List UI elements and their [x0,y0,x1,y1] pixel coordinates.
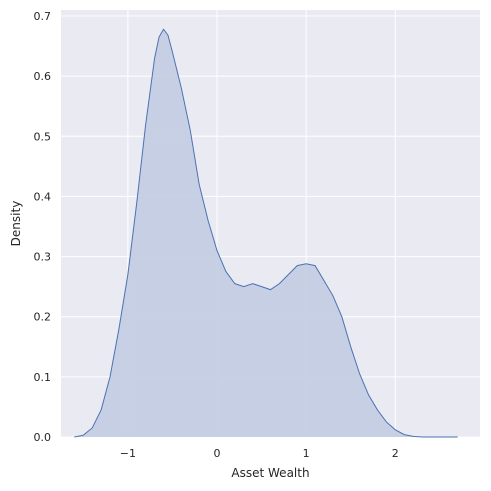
y-tick-label: 0.7 [34,10,52,23]
density-line [74,28,458,438]
x-tick-label: 0 [214,447,221,460]
y-tick-label: 0.2 [34,311,52,324]
y-tick-label: 0.0 [34,431,52,444]
y-tick-label: 0.4 [34,190,52,203]
x-tick-label: 1 [303,447,310,460]
x-tick-label: 2 [392,447,399,460]
x-axis-label: Asset Wealth [231,466,309,480]
x-axis-ticks: −1 0 1 2 [120,447,399,460]
y-tick-label: 0.6 [34,70,52,83]
y-axis-label: Density [9,201,23,247]
y-tick-label: 0.3 [34,251,52,264]
x-tick-label: −1 [120,447,136,460]
y-axis-ticks: 0.0 0.1 0.2 0.3 0.4 0.5 0.6 0.7 [34,10,52,444]
density-area [74,29,458,437]
y-tick-label: 0.5 [34,130,52,143]
y-tick-label: 0.1 [34,371,52,384]
